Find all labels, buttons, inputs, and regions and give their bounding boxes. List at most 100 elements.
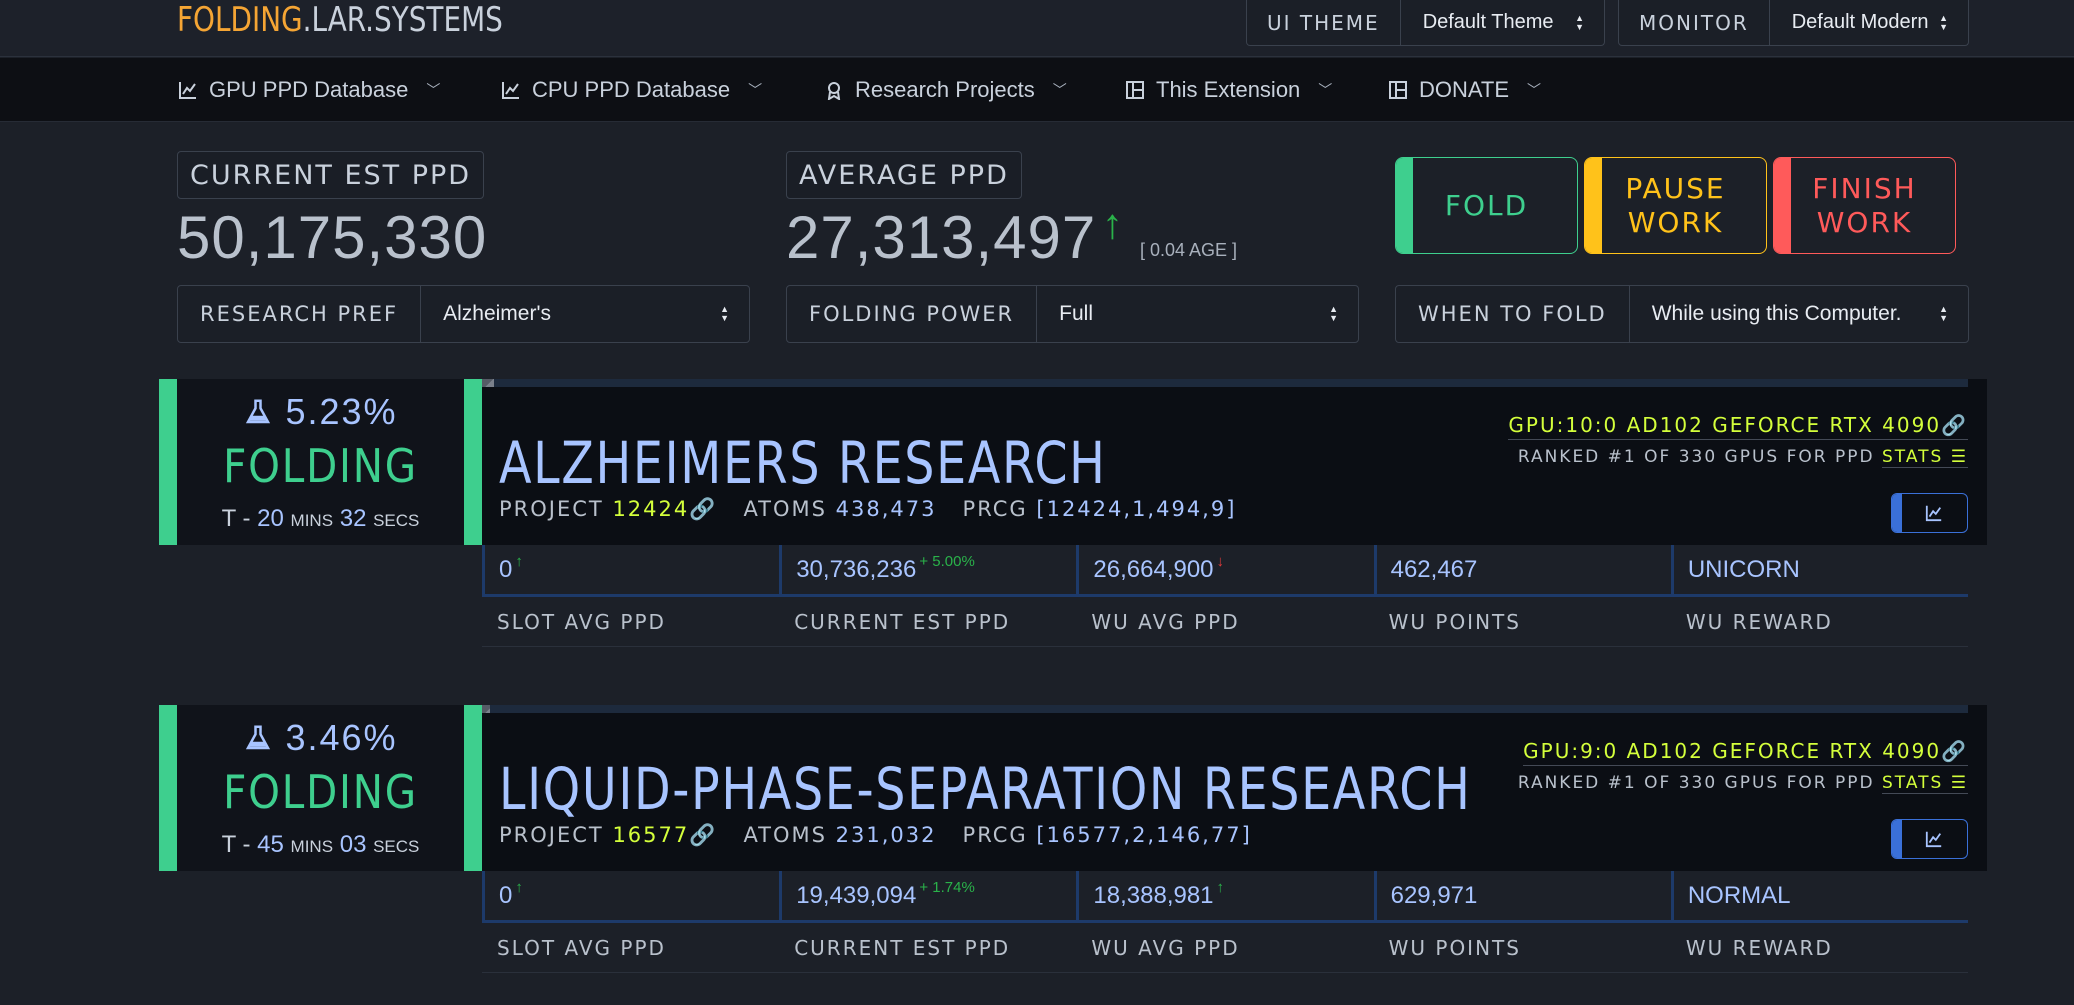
stats-link[interactable]: STATS ☰ [1882, 447, 1968, 468]
column-head: SLOT AVG PPD [497, 609, 666, 634]
brand-part-1: FOLDING [177, 0, 303, 40]
select-arrows-icon: ▲ ▼ [1329, 304, 1338, 323]
current-est-ppd-value: 50,175,330 [177, 204, 488, 271]
slot-eta: T - 20 MINS 32 SECS [221, 505, 420, 532]
slot-status: FOLDING [223, 765, 418, 819]
slot-progress-percent: 3.46% [177, 717, 464, 759]
slot-status-panel: 3.46% FOLDING T - 45 MINS 03 SECS [159, 705, 482, 871]
average-age: [ 0.04 AGE ] [1140, 240, 1238, 260]
wu-avg-ppd-value: 18,388,981 ↑ [1076, 871, 1374, 923]
slot-progress-fill [482, 379, 494, 387]
trend-up-icon: ↑ [515, 553, 523, 570]
chevron-down-icon: ﹀ [1527, 82, 1542, 98]
fold-label: FOLD [1444, 188, 1529, 222]
select-arrows-icon: ▲ ▼ [720, 304, 729, 323]
slot-values-row: 0 ↑ 19,439,094 + 1.74% 18,388,981 ↑ 629,971… [482, 871, 1969, 923]
nav-gpu-ppd-database[interactable]: GPU PPD Database ﹀ [177, 58, 440, 122]
trend-down-icon: ↓ [1216, 553, 1225, 570]
slot-avg-ppd-value: 0 ↑ [482, 545, 780, 597]
theme-select[interactable]: UI THEME Default Theme ▲ ▼ [1246, 0, 1605, 46]
select-arrows-icon: ▲ ▼ [1575, 12, 1584, 32]
theme-value: Default Theme [1422, 11, 1554, 33]
column-head: WU POINTS [1388, 609, 1521, 634]
stats-link[interactable]: STATS ☰ [1882, 773, 1968, 794]
slot-progress-bar [482, 705, 1968, 713]
theme-label: UI THEME [1247, 0, 1401, 45]
project-title: ALZHEIMERS RESEARCH [499, 429, 1107, 497]
nav-label: This Extension [1156, 77, 1301, 102]
average-ppd-label: AVERAGE PPD [786, 151, 1022, 199]
gpu-rank: RANKED #1 OF 330 GPUS FOR PPD STATS ☰ [1517, 773, 1968, 794]
chart-button[interactable] [1891, 493, 1968, 533]
slot-column-heads: SLOT AVG PPD CURRENT EST PPD WU AVG PPD … [482, 597, 1968, 647]
gpu-link[interactable]: GPU:9:0 AD102 GEFORCE RTX 4090🔗 [1523, 739, 1968, 766]
column-head: SLOT AVG PPD [497, 935, 666, 960]
chart-line-icon [500, 79, 522, 101]
when-to-fold-label: WHEN TO FOLD [1396, 286, 1630, 342]
slot-values-row: 0 ↑ 30,736,236 + 5.00% 26,664,900 ↓ 462,467… [482, 545, 1969, 597]
column-head: WU REWARD [1685, 609, 1833, 634]
link-icon: 🔗 [1941, 413, 1968, 437]
link-icon: 🔗 [689, 823, 718, 847]
pause-label: PAUSE WORK [1625, 171, 1726, 239]
chevron-down-icon: ﹀ [1318, 82, 1333, 98]
top-bar: FOLDING.LAR.SYSTEMS UI THEME Default The… [0, 0, 2074, 57]
column-head: WU POINTS [1388, 935, 1521, 960]
project-link[interactable]: 16577🔗 [612, 823, 718, 847]
slot-eta: T - 45 MINS 03 SECS [221, 831, 420, 858]
slot-status-panel: 5.23% FOLDING T - 20 MINS 32 SECS [159, 379, 482, 545]
wu-reward-value: NORMAL [1670, 871, 1969, 923]
select-arrows-icon: ▲ ▼ [1939, 12, 1948, 32]
trend-up-icon: ↑ [1102, 200, 1123, 247]
slot-column-heads: SLOT AVG PPD CURRENT EST PPD WU AVG PPD … [482, 923, 1968, 973]
pause-work-button[interactable]: PAUSE WORK [1584, 157, 1767, 254]
percent-text: 5.23% [285, 391, 398, 432]
trend-up-icon: ↑ [1216, 879, 1225, 896]
column-head: CURRENT EST PPD [794, 609, 1011, 634]
slot-main-panel: ALZHEIMERS RESEARCH PROJECT 12424🔗 ATOMS… [482, 379, 1987, 545]
monitor-label: MONITOR [1619, 0, 1770, 45]
nav-this-extension[interactable]: This Extension ﹀ [1124, 58, 1332, 122]
wu-points-value: 629,971 [1373, 871, 1671, 923]
project-meta: PROJECT 12424🔗 ATOMS 438,473 PRCG [12424… [499, 497, 1237, 521]
nav-cpu-ppd-database[interactable]: CPU PPD Database ﹀ [500, 58, 762, 122]
research-pref-label: RESEARCH PREF [178, 286, 422, 342]
project-title: LIQUID-PHASE-SEPARATION RESEARCH [499, 755, 1472, 823]
database-icon: ☰ [1950, 773, 1968, 793]
folding-power-value: Full [1059, 302, 1093, 325]
flask-icon [246, 725, 271, 750]
nav-label: CPU PPD Database [532, 77, 731, 102]
monitor-select[interactable]: MONITOR Default Modern ▲ ▼ [1618, 0, 1969, 46]
folding-power-select[interactable]: FOLDING POWER Full ▲ ▼ [786, 285, 1359, 343]
chart-line-icon [177, 79, 199, 101]
flask-icon [246, 399, 271, 424]
research-pref-select[interactable]: RESEARCH PREF Alzheimer's ▲ ▼ [177, 285, 750, 343]
when-to-fold-value: While using this Computer. [1651, 302, 1902, 325]
link-icon: 🔗 [689, 497, 718, 521]
column-head: WU AVG PPD [1091, 609, 1240, 634]
wu-points-value: 462,467 [1373, 545, 1671, 597]
gpu-link[interactable]: GPU:10:0 AD102 GEFORCE RTX 4090🔗 [1508, 413, 1968, 440]
when-to-fold-select[interactable]: WHEN TO FOLD While using this Computer. ▲… [1395, 285, 1969, 343]
nav-label: DONATE [1419, 77, 1510, 102]
project-link[interactable]: 12424🔗 [612, 497, 718, 521]
column-head: WU REWARD [1685, 935, 1833, 960]
slot-status: FOLDING [223, 439, 418, 493]
select-arrows-icon: ▲ ▼ [1939, 304, 1948, 323]
finish-work-button[interactable]: FINISH WORK [1773, 157, 1956, 254]
current-est-ppd-value: 19,439,094 + 1.74% [779, 871, 1077, 923]
gpu-rank: RANKED #1 OF 330 GPUS FOR PPD STATS ☰ [1517, 447, 1968, 468]
folding-power-label: FOLDING POWER [787, 286, 1038, 342]
chart-button[interactable] [1891, 819, 1968, 859]
project-meta: PROJECT 16577🔗 ATOMS 231,032 PRCG [16577… [499, 823, 1252, 847]
research-pref-value: Alzheimer's [443, 302, 551, 325]
finish-label: FINISH WORK [1812, 171, 1917, 239]
nav-research-projects[interactable]: Research Projects ﹀ [823, 58, 1067, 122]
brand-logo[interactable]: FOLDING.LAR.SYSTEMS [177, 0, 503, 40]
fold-button[interactable]: FOLD [1395, 157, 1578, 254]
nav-donate[interactable]: DONATE ﹀ [1387, 58, 1541, 122]
slot-progress-bar [482, 379, 1968, 387]
trend-up-icon: ↑ [515, 879, 523, 896]
percent-text: 3.46% [285, 717, 398, 758]
layout-icon [1124, 79, 1146, 101]
